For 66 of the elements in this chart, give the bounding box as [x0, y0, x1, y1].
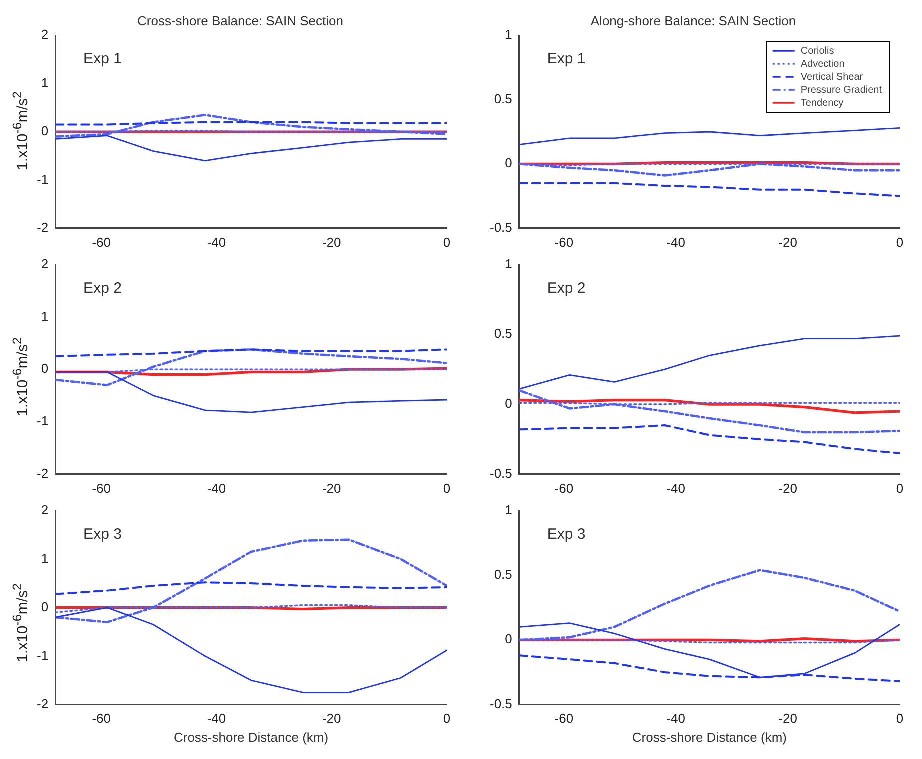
x-tick-label: -40 [207, 480, 226, 496]
legend-label: Vertical Shear [800, 72, 864, 83]
y-tick-label: 0 [505, 156, 512, 171]
y-tick-label: 0.5 [494, 567, 512, 582]
x-tick-label: -60 [92, 480, 112, 496]
y-tick-label: 0 [505, 396, 512, 412]
x-axis-title: Cross-shore Distance (km) [174, 730, 329, 745]
y-tick-label: 0.5 [494, 326, 512, 342]
x-tick-label: -20 [322, 234, 342, 250]
y-tick-label: -2 [36, 220, 49, 235]
x-tick-label: -20 [322, 711, 342, 726]
y-tick-label: -2 [36, 696, 49, 712]
y-tick-label: -2 [36, 466, 49, 481]
y-tick-label: 0 [41, 599, 49, 614]
y-tick-label: -1 [36, 172, 49, 187]
x-tick-label: -40 [207, 711, 226, 726]
y-tick-label: -0.5 [490, 466, 512, 481]
annotation: Exp 1 [547, 50, 586, 68]
x-tick-label: 0 [896, 234, 904, 250]
y-tick-label: -1 [36, 648, 49, 663]
annotation: Exp 2 [547, 280, 586, 297]
x-tick-label: -20 [322, 480, 342, 496]
y-tick-label: 0 [41, 361, 49, 376]
legend-label: Advection [800, 58, 845, 70]
x-tick-label: -20 [778, 480, 798, 496]
x-tick-label: -60 [92, 711, 112, 726]
x-tick-label: -40 [207, 234, 226, 250]
x-tick-label: -60 [92, 234, 112, 250]
x-tick-label: 0 [443, 711, 451, 726]
legend-label: Pressure Gradient [800, 84, 882, 96]
x-axis-title: Cross-shore Distance (km) [632, 730, 787, 745]
x-tick-label: -60 [554, 711, 574, 726]
x-tick-label: -60 [554, 480, 574, 496]
y-tick-label: -1 [36, 414, 49, 429]
x-tick-label: -20 [778, 234, 798, 250]
x-tick-label: -40 [666, 234, 686, 250]
chart-title: Cross-shore Balance: SAIN Section [138, 13, 344, 28]
y-tick-label: 0 [505, 632, 512, 647]
x-tick-label: 0 [896, 480, 904, 496]
y-tick-label: 1 [41, 75, 49, 90]
x-tick-label: -60 [554, 234, 574, 250]
y-tick-label: 2 [41, 27, 49, 42]
y-tick-label: -0.5 [490, 220, 512, 235]
annotation: Exp 3 [84, 526, 122, 543]
y-tick-label: 1 [505, 27, 512, 42]
y-tick-label: 2 [41, 256, 49, 272]
x-tick-label: -40 [666, 711, 686, 726]
legend-label: Coriolis [800, 46, 834, 57]
y-tick-label: 1 [505, 256, 512, 272]
chart-title: Along-shore Balance: SAIN Section [590, 13, 796, 28]
y-tick-label: 1 [41, 550, 49, 566]
x-tick-label: 0 [443, 234, 451, 250]
y-tick-label: -0.5 [490, 696, 512, 712]
x-tick-label: -40 [666, 480, 686, 496]
y-tick-label: 0.5 [494, 91, 512, 106]
x-tick-label: 0 [896, 711, 904, 726]
y-tick-label: 1 [41, 308, 49, 324]
y-tick-label: 0 [41, 124, 49, 139]
x-tick-label: -20 [778, 711, 798, 726]
y-tick-label: 1 [505, 502, 512, 518]
annotation: Exp 3 [547, 526, 586, 543]
legend-label: Tendency [800, 98, 844, 109]
annotation: Exp 2 [84, 280, 122, 297]
x-tick-label: 0 [443, 480, 451, 496]
annotation: Exp 1 [84, 50, 122, 68]
y-tick-label: 2 [41, 502, 49, 518]
